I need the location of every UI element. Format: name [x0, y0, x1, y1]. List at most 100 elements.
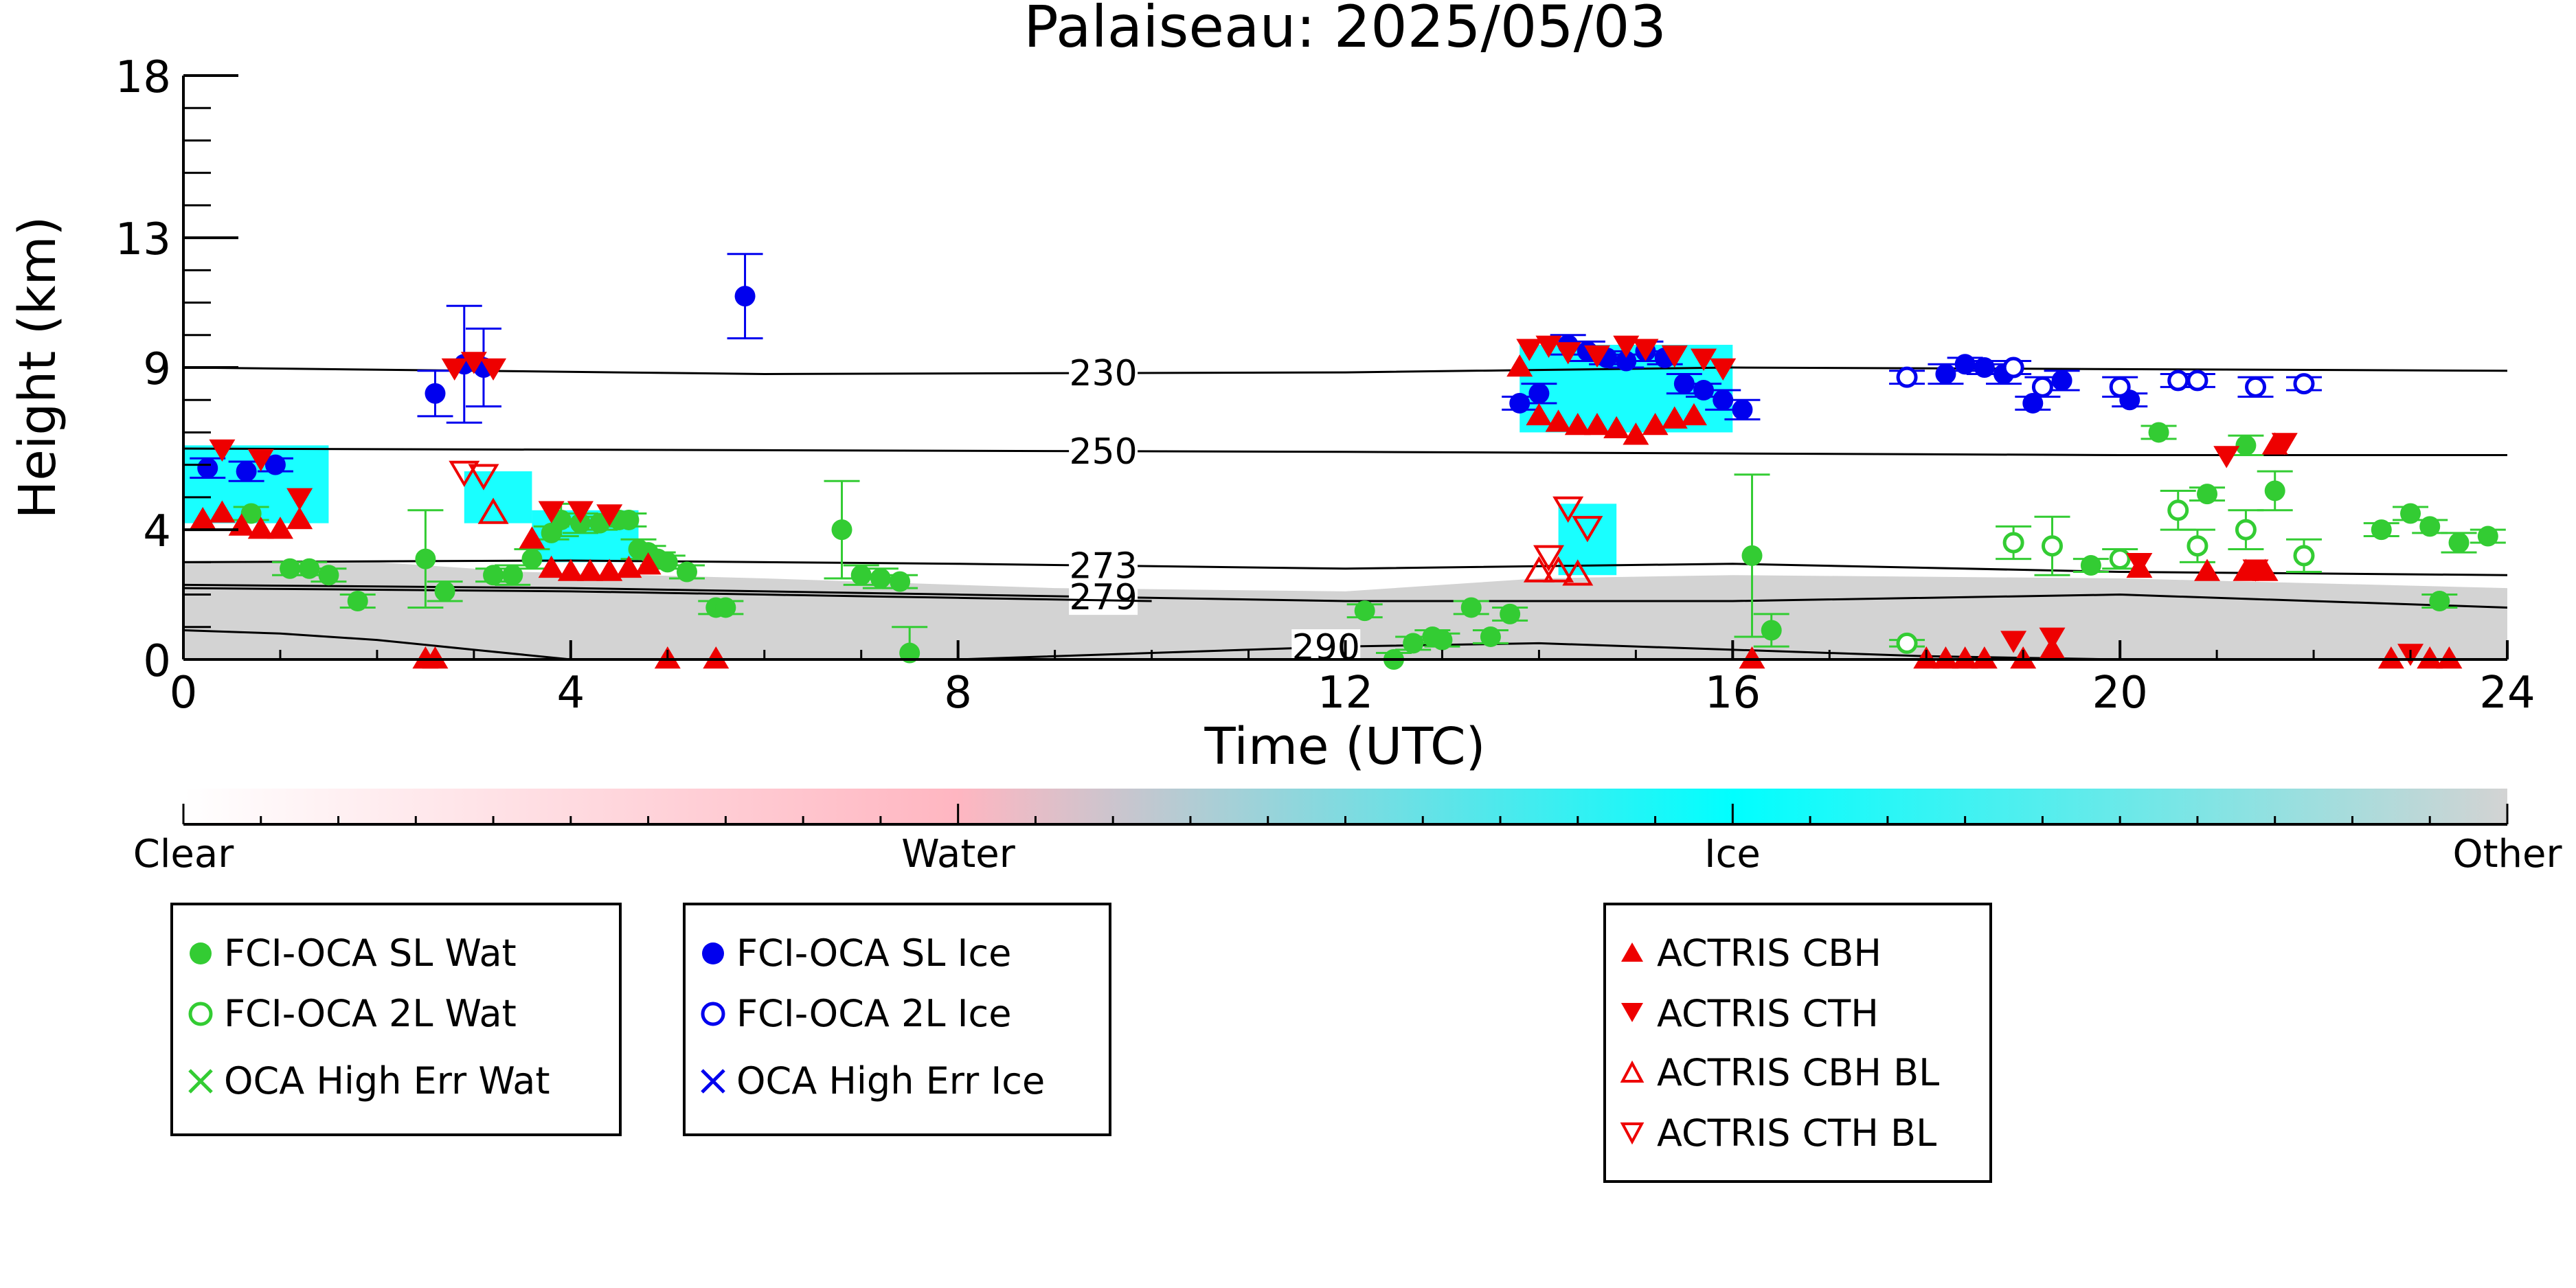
- point-fci-oca-2l-ice: [1896, 366, 1918, 388]
- point-actris-cbh: [596, 558, 623, 581]
- point-fci-oca-sl-wat: [676, 561, 697, 583]
- y-tick-label: 13: [115, 214, 171, 265]
- point-actris-cth: [1632, 339, 1659, 361]
- point-fci-oca-2l-wat: [2109, 548, 2131, 570]
- point-actris-cth: [2000, 631, 2027, 653]
- point-actris-cbh: [190, 506, 216, 530]
- point-actris-cbh-bl: [1562, 559, 1594, 586]
- colorbar-ticks: [182, 804, 2509, 824]
- point-fci-oca-2l-wat: [1896, 632, 1918, 654]
- point-fci-oca-sl-ice: [236, 461, 257, 482]
- point-actris-cbh: [635, 552, 662, 575]
- point-fci-oca-sl-wat: [890, 571, 911, 592]
- point-actris-cbh: [1661, 406, 1688, 429]
- point-actris-cbh: [2194, 558, 2221, 581]
- point-fci-oca-sl-wat: [1432, 629, 1453, 651]
- point-actris-cbh: [615, 555, 642, 578]
- point-fci-oca-sl-wat: [2477, 526, 2498, 547]
- isotherm-line-279: [183, 583, 2507, 609]
- colorbar-label-clear: Clear: [133, 832, 234, 877]
- point-actris-cbh: [1583, 413, 1610, 436]
- point-fci-oca-sl-wat: [2197, 484, 2218, 505]
- point-actris-cbh: [557, 558, 584, 581]
- isotherm-label-230: 230: [1069, 353, 1137, 394]
- legend-actris: ACTRIS CBH ACTRIS CTH ACTRIS CBH BL ACTR…: [1603, 903, 1992, 1183]
- point-actris-cbh: [1506, 354, 1533, 377]
- legend-marker-cth-bl: [1620, 1122, 1645, 1145]
- legend-label-cth-bl: ACTRIS CTH BL: [1657, 1111, 1936, 1155]
- point-fci-oca-sl-wat: [2148, 422, 2169, 443]
- point-fci-oca-sl-wat: [1354, 600, 1375, 622]
- point-actris-cth: [247, 449, 274, 472]
- point-actris-cbh-bl: [1543, 556, 1574, 583]
- point-fci-oca-2l-ice: [2002, 357, 2024, 379]
- point-fci-oca-sl-wat: [850, 565, 872, 586]
- point-fci-oca-sl-wat: [2080, 555, 2101, 576]
- classification-background: [183, 344, 2507, 659]
- point-fci-oca-sl-wat: [318, 565, 339, 586]
- y-axis-label: Height (km): [8, 216, 67, 519]
- point-fci-oca-2l-wat: [2167, 499, 2189, 521]
- point-fci-oca-2l-wat: [2002, 532, 2024, 554]
- point-actris-cbh-bl: [477, 497, 509, 524]
- point-fci-oca-sl-wat: [434, 580, 455, 602]
- point-fci-oca-sl-ice: [734, 286, 756, 307]
- isotherm-label-bg-230: [1069, 355, 1138, 392]
- legend-label-sl-wat: FCI-OCA SL Wat: [224, 931, 517, 975]
- x-tick-label: 12: [1318, 668, 1373, 719]
- point-actris-cbh: [1680, 403, 1707, 426]
- point-fci-oca-sl-wat: [483, 565, 504, 586]
- isotherm-label-290: 290: [1292, 627, 1360, 668]
- legend-marker-sl-wat: [190, 942, 212, 964]
- point-actris-cbh: [1603, 416, 1630, 439]
- point-fci-oca-sl-ice: [264, 454, 286, 475]
- axis-ticks: 0 4 8 12 16 20 24 0 4 9 13 18: [115, 52, 2535, 719]
- point-fci-oca-sl-wat: [1460, 597, 1482, 618]
- point-fci-oca-sl-wat: [521, 548, 543, 569]
- point-fci-oca-2l-wat: [2235, 519, 2257, 541]
- point-actris-cth: [1661, 345, 1688, 368]
- point-fci-oca-sl-wat: [831, 519, 852, 541]
- point-actris-cth: [1516, 339, 1543, 361]
- point-fci-oca-sl-wat: [502, 565, 523, 586]
- legend-ice: FCI-OCA SL Ice FCI-OCA 2L Ice OCA High E…: [683, 903, 1111, 1136]
- point-fci-oca-sl-wat: [347, 591, 368, 611]
- colorbar-label-other: Other: [2452, 832, 2562, 877]
- point-actris-cbh: [1932, 646, 1959, 669]
- point-actris-cbh: [1623, 422, 1649, 445]
- point-fci-oca-sl-ice: [1616, 350, 1637, 372]
- point-fci-oca-sl-wat: [1480, 626, 1501, 647]
- point-fci-oca-sl-ice: [1509, 392, 1530, 414]
- point-fci-oca-sl-wat: [618, 509, 640, 530]
- point-actris-cbh: [538, 555, 565, 578]
- legend-label-sl-ice: FCI-OCA SL Ice: [736, 931, 1011, 975]
- point-actris-cth-bl: [1552, 496, 1584, 523]
- point-actris-cbh-bl: [1523, 556, 1555, 583]
- point-fci-oca-sl-ice: [1673, 373, 1695, 394]
- point-fci-oca-sl-wat: [2429, 591, 2450, 611]
- point-fci-oca-sl-wat: [870, 567, 891, 589]
- point-fci-oca-sl-wat: [2448, 532, 2470, 553]
- point-fci-oca-2l-ice: [2167, 370, 2189, 392]
- point-fci-oca-2l-ice: [2245, 376, 2267, 398]
- point-actris-cbh: [267, 517, 293, 539]
- markers: [190, 286, 2498, 670]
- point-actris-cbh: [2417, 646, 2443, 669]
- legend-label-higherr-wat: OCA High Err Wat: [224, 1059, 550, 1103]
- point-fci-oca-sl-wat: [1403, 633, 1424, 654]
- point-actris-cth: [1691, 348, 1717, 371]
- point-fci-oca-sl-ice: [1713, 389, 1734, 411]
- isotherm-line-230: [183, 366, 2507, 375]
- point-actris-cbh: [1564, 413, 1591, 436]
- legend-ice-box: [683, 903, 1111, 1136]
- point-actris-cbh: [1739, 646, 1765, 669]
- point-actris-cth: [480, 358, 507, 381]
- point-actris-cbh: [286, 506, 313, 530]
- point-actris-cth: [460, 352, 487, 374]
- isotherm-label-250: 250: [1069, 431, 1137, 473]
- legend-marker-cbh-bl: [1620, 1060, 1645, 1083]
- colorbar-label-ice: Ice: [1704, 832, 1761, 877]
- point-fci-oca-sl-ice: [2051, 370, 2072, 391]
- point-actris-cbh: [247, 517, 274, 539]
